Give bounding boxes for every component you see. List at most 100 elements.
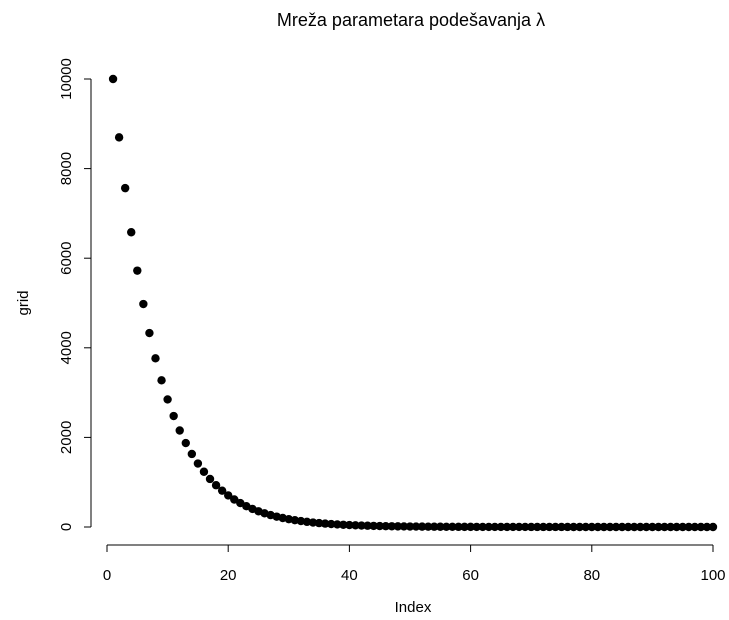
data-point: [387, 522, 397, 531]
data-point: [648, 522, 657, 532]
y-tick-label: 4000: [58, 331, 75, 364]
data-point: [363, 521, 372, 530]
data-point: [139, 299, 148, 309]
data-point: [484, 522, 493, 532]
data-point: [454, 522, 463, 532]
data-point: [187, 449, 197, 459]
data-point: [157, 376, 166, 385]
data-point: [696, 522, 706, 532]
data-point: [393, 522, 403, 531]
y-axis-label: grid: [15, 290, 32, 315]
data-point: [181, 438, 190, 448]
x-tick-label: 20: [220, 567, 237, 584]
data-point: [672, 522, 681, 532]
data-point: [351, 521, 360, 530]
data-point: [611, 522, 621, 532]
data-point: [205, 474, 215, 484]
data-point: [145, 328, 154, 338]
data-point: [114, 133, 124, 142]
data-point: [472, 522, 481, 532]
data-point: [630, 522, 639, 532]
data-point: [520, 522, 530, 532]
data-point: [345, 520, 354, 530]
data-point: [527, 522, 536, 532]
y-tick-label: 8000: [58, 152, 75, 185]
data-point: [557, 522, 566, 532]
data-point: [320, 519, 330, 528]
data-point: [478, 522, 487, 532]
x-axis-label: Index: [395, 599, 432, 616]
data-point: [357, 521, 366, 530]
data-point: [636, 522, 645, 532]
data-point: [581, 522, 590, 532]
data-point: [339, 520, 348, 529]
data-point: [224, 491, 233, 500]
data-point: [545, 522, 554, 532]
data-point: [163, 395, 172, 404]
data-point: [333, 520, 342, 529]
data-points: [108, 74, 718, 532]
y-tick-label: 0: [58, 523, 75, 531]
data-point: [508, 522, 518, 532]
data-point: [654, 522, 663, 532]
data-point: [617, 522, 627, 532]
data-point: [375, 521, 384, 531]
data-point: [599, 522, 609, 532]
data-point: [411, 522, 421, 531]
data-point: [217, 486, 227, 495]
data-point: [314, 518, 324, 528]
x-tick-label: 0: [103, 567, 111, 584]
data-point: [502, 522, 512, 532]
data-point: [417, 522, 427, 531]
data-point: [108, 74, 118, 84]
data-point: [533, 522, 542, 532]
data-point: [423, 522, 433, 531]
data-point: [399, 522, 409, 531]
data-point: [120, 183, 130, 193]
data-point: [587, 522, 596, 532]
data-point: [551, 522, 560, 532]
data-point: [405, 522, 415, 531]
data-point: [199, 467, 209, 476]
data-point: [623, 522, 633, 532]
y-tick-label: 6000: [58, 242, 75, 275]
data-point: [660, 522, 669, 532]
data-point: [702, 522, 712, 532]
data-point: [575, 522, 584, 532]
data-point: [460, 522, 469, 532]
data-point: [563, 522, 572, 532]
data-point: [708, 522, 718, 532]
x-axis-ticks: 0 20 40 60 80 100: [103, 545, 726, 584]
data-point: [308, 518, 318, 527]
data-point: [127, 228, 136, 237]
data-point: [211, 481, 221, 490]
data-point: [666, 522, 675, 532]
data-point: [690, 522, 700, 532]
data-point: [230, 495, 239, 504]
data-point: [430, 522, 439, 531]
data-point: [327, 519, 336, 529]
x-tick-label: 60: [462, 567, 479, 584]
data-point: [436, 522, 445, 531]
data-point: [514, 522, 524, 532]
data-point: [569, 522, 578, 532]
data-point: [642, 522, 651, 532]
data-point: [539, 522, 548, 532]
data-point: [133, 266, 142, 275]
data-point: [381, 521, 390, 531]
data-point: [605, 522, 615, 532]
data-point: [593, 522, 603, 532]
data-point: [175, 426, 184, 435]
data-point: [684, 522, 693, 532]
data-point: [678, 522, 687, 532]
data-point: [466, 522, 475, 532]
data-point: [496, 522, 506, 532]
y-tick-label: 10000: [58, 58, 75, 100]
chart-title: Mreža parametara podešavanja λ: [277, 10, 545, 30]
data-point: [442, 522, 451, 531]
data-point: [490, 522, 500, 532]
data-point: [151, 354, 160, 363]
y-tick-label: 2000: [58, 421, 75, 454]
y-axis-ticks: 0 2000 4000 6000 8000 10000: [58, 58, 91, 531]
